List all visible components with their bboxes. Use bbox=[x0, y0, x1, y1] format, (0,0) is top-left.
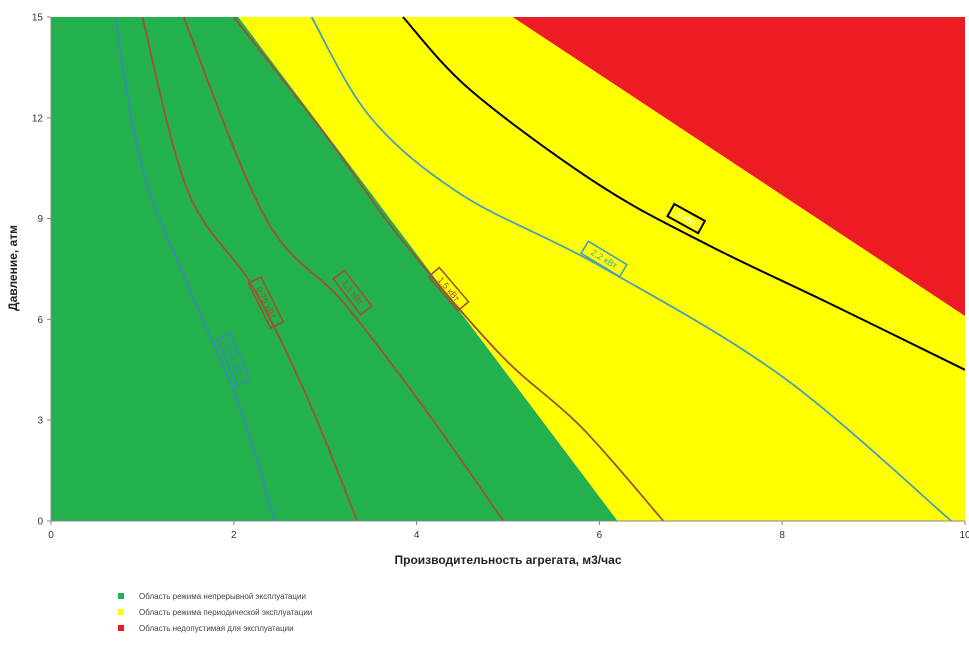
regions-layer bbox=[51, 17, 965, 521]
x-tick-label: 2 bbox=[231, 530, 237, 541]
curve-label-box bbox=[666, 202, 707, 235]
x-axis-title: Производительность агрегата, м3/час bbox=[394, 553, 621, 567]
region-area bbox=[51, 17, 618, 521]
curve-label-box bbox=[580, 240, 628, 278]
legend-swatch-icon bbox=[118, 593, 124, 599]
curve-label-box bbox=[427, 266, 470, 312]
power-curve bbox=[310, 16, 952, 522]
x-tick-label: 4 bbox=[414, 530, 420, 541]
y-tick-label: 9 bbox=[37, 214, 43, 225]
curve-label-box bbox=[332, 269, 373, 316]
y-ticks: 0 3 6 9 12 15 bbox=[32, 13, 51, 528]
legend-swatch-icon bbox=[118, 609, 124, 615]
x-tick-label: 0 bbox=[48, 530, 54, 541]
legend: Область режима непрерывной эксплуатации … bbox=[118, 588, 312, 636]
y-axis-title: Давление, атм bbox=[6, 225, 20, 311]
region-area bbox=[238, 17, 965, 521]
axes: 0 2 4 6 8 10 0 3 6 9 12 15 bbox=[32, 13, 969, 542]
curves-layer bbox=[114, 16, 966, 522]
legend-swatch-icon bbox=[118, 625, 124, 631]
curve-label-box bbox=[216, 332, 252, 387]
legend-item: Область режима периодической эксплуатаци… bbox=[118, 604, 312, 620]
legend-label: Область режима периодической эксплуатаци… bbox=[139, 607, 313, 617]
x-tick-label: 8 bbox=[779, 530, 785, 541]
y-tick-label: 12 bbox=[32, 113, 44, 124]
legend-label: Область недопустимая для эксплуатации bbox=[139, 623, 294, 633]
x-tick-label: 6 bbox=[597, 530, 603, 541]
x-tick-label: 10 bbox=[959, 530, 969, 541]
power-curve bbox=[233, 16, 665, 522]
legend-item: Область недопустимая для эксплуатации bbox=[118, 620, 312, 636]
y-tick-label: 15 bbox=[32, 13, 44, 24]
y-tick-label: 6 bbox=[37, 315, 43, 326]
y-tick-label: 3 bbox=[37, 416, 43, 427]
region-area bbox=[512, 17, 965, 316]
power-curve bbox=[182, 16, 505, 522]
legend-item: Область режима непрерывной эксплуатации bbox=[118, 588, 312, 604]
curve-label: 3 кВт bbox=[666, 202, 707, 235]
curve-label-box bbox=[247, 276, 285, 330]
power-curve bbox=[402, 16, 966, 371]
power-curve bbox=[114, 16, 276, 522]
legend-label: Область режима непрерывной эксплуатации bbox=[139, 591, 306, 601]
power-curve bbox=[141, 16, 359, 522]
x-ticks: 0 2 4 6 8 10 bbox=[48, 521, 969, 541]
y-tick-label: 0 bbox=[37, 517, 43, 528]
